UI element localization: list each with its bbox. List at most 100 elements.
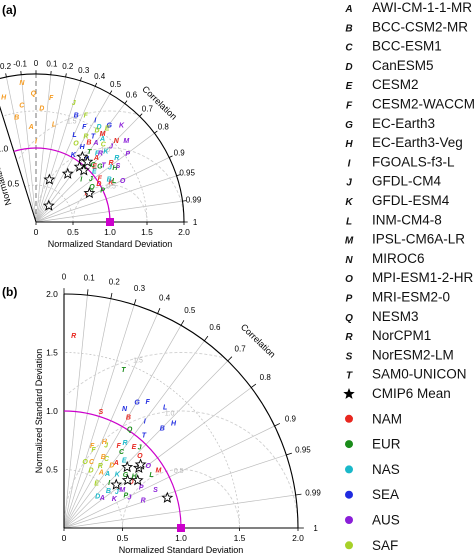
model-point: E [132,444,137,451]
panel-label: (b) [2,285,17,299]
legend-key: H [345,139,353,150]
legend-region-dot [345,465,353,474]
reference-point [106,218,114,226]
rms-contour [66,352,223,395]
model-point: F [91,447,96,454]
model-point: E [92,164,97,171]
model-point: R [83,133,88,140]
legend-label: GFDL-CM4 [372,174,441,189]
legend-star-icon [343,388,355,399]
legend-label: FGOALS-f3-L [372,154,455,169]
legend-key: L [346,216,352,227]
correlation-tick-label: -0.1 [13,60,27,69]
correlation-tick [110,292,113,299]
model-point: M [119,487,125,494]
x-tick-label: 0 [34,227,39,237]
correlation-tick [250,383,257,388]
legend-label: GFDL-ESM4 [372,193,450,208]
cmip6-mean-star [76,150,89,162]
model-point: C [104,456,110,463]
model-point: J [138,445,143,452]
model-point: C [89,459,95,466]
y-tick-label: 1.0 [0,143,8,153]
legend-label: NAM [372,411,402,426]
model-point: H [1,95,7,102]
model-point: D [109,462,114,469]
legend-label: MPI-ESM1-2-HR [372,270,474,285]
model-point: B [107,177,112,184]
model-point: F [98,176,103,183]
rms-contour-label: 1.0 [165,410,175,417]
model-point: G [134,399,140,406]
legend-key: S [346,351,353,362]
correlation-tick [180,320,185,326]
model-point: F [84,113,89,120]
model-point: F [49,95,54,102]
x-tick-label: 2.0 [292,533,304,543]
model-point: I [144,418,147,425]
legend-label: IPSL-CM6A-LR [372,232,465,247]
cmip6-mean-star [161,491,174,503]
model-point: T [142,433,147,440]
model-point: J [115,489,120,496]
legend-label: SEA [372,487,399,502]
x-tick-label: 1.5 [141,227,153,237]
rms-contour-label: 1.5 [133,358,143,365]
correlation-tick [295,493,302,496]
rms-contour [18,110,137,160]
correlation-tick-label: 0.4 [94,72,106,81]
legend-label: MRI-ESM2-0 [372,290,450,305]
model-point: A [104,471,110,478]
legend-label: EC-Earth3-Veg [372,135,463,150]
correlation-tick-label: 0.3 [134,284,146,293]
x-tick-label: 0 [62,533,67,543]
cmip6-mean-star [134,458,147,470]
model-point: B [74,113,79,120]
model-point: T [87,149,92,156]
legend-key: F [346,101,353,112]
correlation-tick [227,356,233,362]
model-point: R [71,333,76,340]
correlation-tick-label: 0.7 [142,104,154,113]
correlation-tick-label: 0.5 [184,306,196,315]
model-point: D [95,494,100,501]
x-axis-title: Normalized Standard Deviation [119,545,244,555]
std-grid-arc [2,110,148,223]
legend-region-dot [345,440,353,449]
model-point: H [112,165,118,172]
correlation-tick-label: 1 [193,218,198,227]
model-point: O [146,463,152,470]
model-point: J [104,442,109,449]
correlation-tick-label: 0 [62,272,67,281]
model-point: A [93,155,99,162]
model-point: R [114,155,119,162]
model-point: L [149,472,153,479]
legend-label: CESM2-WACCM [372,97,475,112]
outer-arc [0,73,185,223]
model-point: D [129,479,134,486]
outer-arc [63,293,299,529]
model-point: J [108,165,113,172]
legend-key: N [345,255,353,266]
correlation-tick-label: 0.8 [158,123,170,132]
correlation-tick [204,335,209,342]
correlation-tick-label: 0.6 [209,323,221,332]
correlation-tick [176,174,181,177]
correlation-tick [133,299,137,305]
rms-contour [72,184,148,222]
y-tick-label: 1.0 [46,406,58,416]
model-point: D [97,124,102,131]
correlation-tick-label: 0.1 [46,60,58,69]
correlation-tick [109,90,113,95]
model-point: P [100,188,105,195]
model-point: E [94,480,99,487]
model-point: B [101,454,106,461]
cmip6-mean-star [121,460,134,473]
y-tick-label: 0.5 [46,465,58,475]
model-point: F [117,443,122,450]
model-point: L [52,122,56,129]
correlation-tick-label: 0.7 [235,344,247,353]
model-point: E [122,457,127,464]
legend-region-dot [345,541,353,550]
std-grid-arc [63,469,123,529]
